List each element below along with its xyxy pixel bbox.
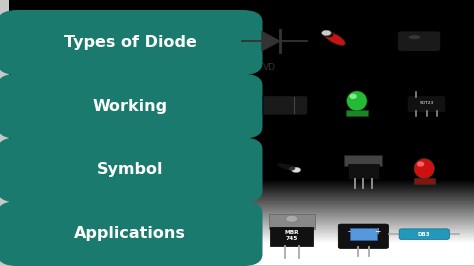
Ellipse shape [409, 35, 420, 39]
Ellipse shape [322, 30, 331, 36]
Text: +: + [374, 227, 381, 236]
FancyBboxPatch shape [399, 229, 449, 239]
Text: 745: 745 [286, 236, 298, 241]
Text: Applications: Applications [74, 226, 186, 241]
Ellipse shape [277, 163, 300, 172]
Text: -: - [348, 227, 351, 236]
FancyBboxPatch shape [414, 178, 435, 184]
FancyBboxPatch shape [344, 155, 383, 166]
Text: SOT23: SOT23 [419, 101, 434, 105]
FancyBboxPatch shape [263, 96, 308, 115]
FancyBboxPatch shape [346, 110, 367, 116]
FancyBboxPatch shape [0, 138, 263, 202]
FancyBboxPatch shape [398, 31, 440, 51]
Ellipse shape [289, 167, 295, 171]
Ellipse shape [417, 161, 424, 167]
Polygon shape [262, 31, 280, 51]
Ellipse shape [349, 94, 357, 99]
Ellipse shape [325, 32, 334, 37]
Text: Symbol: Symbol [97, 163, 163, 177]
FancyBboxPatch shape [269, 214, 315, 228]
FancyBboxPatch shape [350, 227, 377, 240]
FancyBboxPatch shape [347, 164, 379, 179]
FancyBboxPatch shape [0, 201, 263, 266]
Ellipse shape [292, 167, 301, 173]
FancyBboxPatch shape [0, 10, 263, 75]
Text: Types of Diode: Types of Diode [64, 35, 197, 50]
Circle shape [286, 215, 298, 222]
Text: DB3: DB3 [418, 232, 430, 237]
Text: MBR: MBR [284, 230, 299, 235]
Ellipse shape [346, 91, 367, 111]
Ellipse shape [324, 31, 346, 45]
Text: Working: Working [92, 99, 168, 114]
FancyBboxPatch shape [338, 224, 389, 248]
FancyBboxPatch shape [408, 96, 446, 112]
FancyBboxPatch shape [0, 74, 263, 139]
Ellipse shape [414, 159, 435, 178]
FancyBboxPatch shape [270, 227, 313, 246]
Text: VD: VD [263, 63, 276, 72]
